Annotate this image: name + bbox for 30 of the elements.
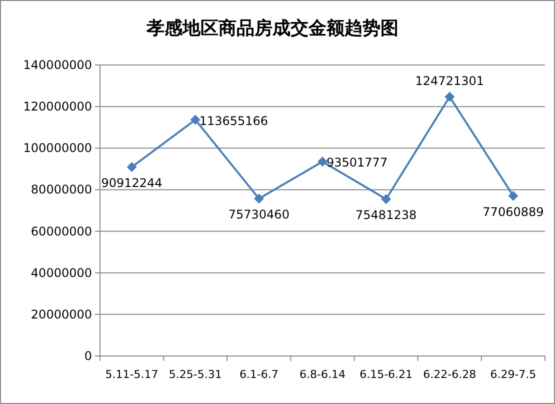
point	[444, 92, 455, 102]
x-tick-label: 5.25-5.31	[168, 368, 222, 381]
point	[190, 114, 200, 125]
point	[381, 194, 392, 204]
chart-title: 孝感地区商品房成交金额趋势图	[146, 18, 398, 39]
y-tick-label: 0	[84, 349, 92, 363]
x-tick-label: 6.22-6.28	[423, 368, 476, 381]
x-tick-label: 6.8-6.14	[300, 368, 346, 381]
y-tick-label: 100000000	[23, 141, 92, 156]
point	[254, 194, 264, 204]
data-label: 113655166	[199, 114, 268, 128]
y-tick-label: 20000000	[30, 307, 92, 322]
x-tick-label: 6.29-7.5	[490, 368, 536, 381]
y-tick-label: 140000000	[23, 58, 92, 72]
point	[508, 190, 518, 201]
x-tick-label: 6.15-6.21	[360, 368, 413, 381]
data-label: 90912244	[101, 176, 162, 190]
data-label: 75481238	[356, 208, 417, 222]
data-label: 75730460	[228, 208, 290, 222]
data-label: 77060889	[482, 204, 544, 219]
data-label: 93501777	[326, 156, 388, 170]
y-tick-label: 120000000	[23, 100, 92, 114]
point	[126, 162, 137, 172]
y-tick-label: 60000000	[30, 224, 92, 238]
y-tick-label: 40000000	[30, 266, 92, 280]
x-tick-label: 6.1-6.7	[239, 368, 278, 381]
data-label: 124721301	[415, 74, 484, 88]
point	[318, 156, 328, 167]
y-tick-label: 80000000	[30, 182, 92, 197]
x-tick-label: 5.11-5.17	[105, 368, 158, 381]
